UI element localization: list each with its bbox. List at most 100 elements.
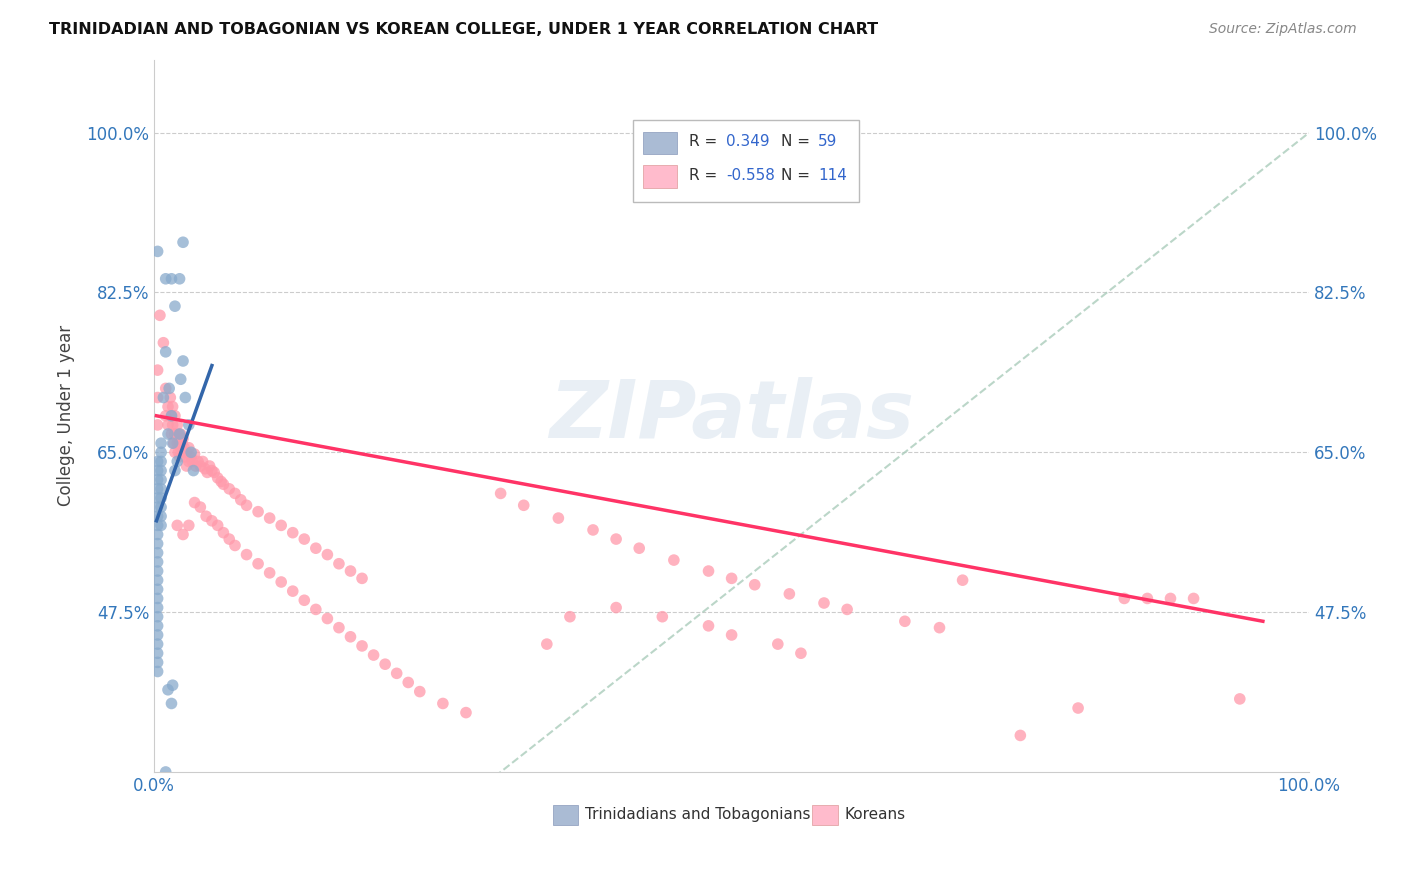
Point — [152, 391, 174, 405]
Point — [166, 454, 188, 468]
Point — [170, 436, 193, 450]
Point — [183, 495, 205, 509]
Point — [163, 436, 186, 450]
Point — [744, 578, 766, 592]
Point — [195, 466, 218, 480]
Point — [259, 566, 281, 580]
Point — [149, 308, 172, 322]
Point — [162, 678, 184, 692]
Point — [188, 500, 211, 515]
Point — [170, 372, 193, 386]
FancyBboxPatch shape — [643, 165, 678, 188]
Point — [169, 427, 191, 442]
Point — [172, 235, 194, 250]
Point — [172, 445, 194, 459]
FancyBboxPatch shape — [553, 805, 578, 825]
Point — [350, 639, 373, 653]
Point — [146, 619, 169, 633]
Point — [173, 441, 195, 455]
Point — [195, 509, 218, 524]
Point — [229, 492, 252, 507]
Point — [1067, 701, 1090, 715]
Text: 114: 114 — [818, 169, 846, 183]
Text: TRINIDADIAN AND TOBAGONIAN VS KOREAN COLLEGE, UNDER 1 YEAR CORRELATION CHART: TRINIDADIAN AND TOBAGONIAN VS KOREAN COL… — [49, 22, 879, 37]
Point — [155, 381, 177, 395]
Point — [146, 464, 169, 478]
Point — [339, 630, 361, 644]
Point — [212, 477, 235, 491]
Point — [150, 482, 173, 496]
Point — [928, 621, 950, 635]
Point — [146, 391, 169, 405]
Point — [150, 491, 173, 505]
Point — [169, 436, 191, 450]
Point — [720, 571, 742, 585]
Point — [156, 427, 179, 442]
Point — [156, 682, 179, 697]
Point — [183, 464, 205, 478]
Point — [146, 582, 169, 597]
Point — [582, 523, 605, 537]
Point — [281, 525, 304, 540]
Point — [432, 697, 454, 711]
Point — [146, 555, 169, 569]
Point — [894, 614, 917, 628]
Point — [184, 458, 207, 473]
Text: N =: N = — [782, 169, 815, 183]
Y-axis label: College, Under 1 year: College, Under 1 year — [58, 326, 75, 507]
Point — [167, 445, 190, 459]
Point — [328, 557, 350, 571]
Point — [170, 441, 193, 455]
Point — [156, 400, 179, 414]
Point — [170, 427, 193, 442]
Point — [1010, 728, 1032, 742]
Text: 59: 59 — [818, 134, 838, 149]
Point — [207, 471, 229, 485]
Point — [146, 637, 169, 651]
Point — [146, 500, 169, 515]
Point — [160, 427, 183, 442]
Point — [270, 518, 292, 533]
Point — [1182, 591, 1205, 606]
Point — [183, 447, 205, 461]
Point — [163, 427, 186, 442]
FancyBboxPatch shape — [813, 805, 838, 825]
Point — [150, 473, 173, 487]
Point — [146, 473, 169, 487]
Point — [218, 482, 240, 496]
Point — [605, 600, 627, 615]
Point — [235, 548, 257, 562]
Point — [176, 458, 198, 473]
Point — [188, 458, 211, 473]
Point — [270, 574, 292, 589]
Point — [146, 573, 169, 587]
Point — [162, 400, 184, 414]
Point — [166, 436, 188, 450]
Point — [489, 486, 512, 500]
Point — [146, 509, 169, 524]
Text: R =: R = — [689, 134, 723, 149]
Point — [628, 541, 651, 556]
Point — [163, 299, 186, 313]
Point — [150, 454, 173, 468]
Point — [198, 458, 221, 473]
Point — [305, 602, 328, 616]
Point — [169, 272, 191, 286]
Point — [512, 498, 534, 512]
Point — [176, 445, 198, 459]
Point — [163, 445, 186, 459]
Point — [409, 684, 432, 698]
Point — [697, 564, 720, 578]
Point — [160, 409, 183, 423]
Point — [152, 335, 174, 350]
Point — [150, 509, 173, 524]
Point — [651, 609, 673, 624]
Point — [191, 454, 214, 468]
Point — [157, 381, 180, 395]
Point — [150, 464, 173, 478]
Point — [146, 546, 169, 560]
Point — [720, 628, 742, 642]
Point — [952, 573, 974, 587]
Point — [247, 505, 270, 519]
Point — [146, 665, 169, 679]
